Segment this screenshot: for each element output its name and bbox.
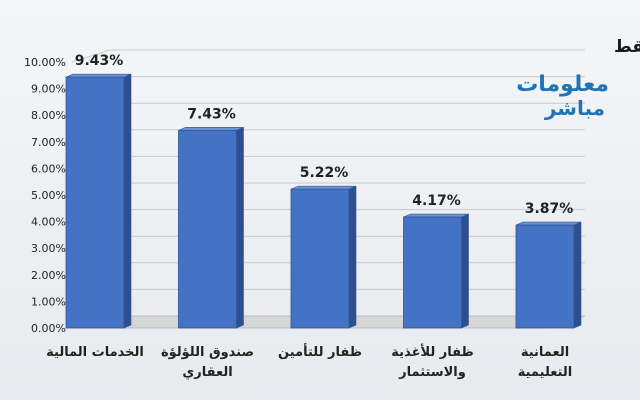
bar [515, 221, 582, 329]
y-tick-label: 5.00% [31, 189, 66, 202]
bar-front-face [515, 224, 575, 329]
bar-front-face [65, 76, 125, 329]
y-tick-label: 8.00% [31, 109, 66, 122]
x-category-label: الخدمات المالية [46, 345, 144, 360]
y-tick-label: 3.00% [31, 242, 66, 255]
y-tick-label: 1.00% [31, 295, 66, 308]
data-label: 5.22% [300, 165, 349, 181]
bar-front-face [403, 216, 462, 329]
y-tick-label: 9.00% [31, 83, 66, 96]
bar [403, 213, 469, 329]
bar-side-face [573, 221, 582, 329]
data-label: 7.43% [187, 106, 236, 122]
data-label: 9.43% [75, 53, 124, 69]
bar-front-face [290, 188, 350, 329]
bar-top-face [178, 127, 244, 131]
y-tick-label: 0.00% [31, 322, 66, 335]
bar-top-face [65, 73, 132, 78]
bar-top-face [403, 213, 469, 218]
x-category-label: ظفار للتأمين [278, 343, 362, 360]
x-category-label: العقاري [182, 365, 232, 380]
x-category-label: العمانية [521, 345, 569, 360]
bar [290, 185, 357, 329]
logo-line-2: مباشر [544, 96, 605, 120]
logo-maaloomat-mubasher: معلومات مباشر [505, 74, 609, 122]
bar [65, 73, 132, 329]
x-category-label: والاستثمار [398, 365, 466, 380]
data-labels: 9.43% 7.43% 5.22% 4.17% 3.87% [75, 53, 574, 217]
bar-side-face [123, 73, 132, 329]
y-tick-label: 4.00% [31, 216, 66, 229]
data-label: 3.87% [525, 201, 574, 217]
y-tick-label: 2.00% [31, 269, 66, 282]
bars [65, 73, 582, 329]
y-axis-tick-labels: 0.00% 1.00% 2.00% 3.00% 4.00% 5.00% 6.00% 7.00%… [24, 56, 66, 335]
bar [178, 126, 244, 329]
data-label: 4.17% [412, 193, 461, 209]
y-tick-label: 6.00% [31, 162, 66, 175]
bar-top-face [290, 185, 357, 190]
gridline [71, 49, 585, 63]
x-category-label: ظفار للأغذية [391, 343, 473, 360]
bar-top-face [515, 221, 582, 226]
bar-front-face [178, 129, 237, 329]
y-tick-label: 7.00% [31, 136, 66, 149]
x-category-label: صندوق اللؤلؤة [161, 345, 254, 360]
chart-title: أكثر 5 أسهم رابحة ببورصة مسقط [614, 35, 640, 57]
y-tick-label: 10.00% [24, 56, 66, 69]
bar-side-face [348, 185, 357, 329]
bar-side-face [461, 213, 469, 329]
x-category-label: التعليمية [518, 365, 573, 380]
bar-side-face [236, 126, 244, 329]
x-axis-category-labels: الخدمات المالية صندوق اللؤلؤة العقاري ظفار … [46, 343, 572, 380]
gridline [71, 129, 585, 143]
logo-line-1: معلومات [516, 72, 609, 97]
